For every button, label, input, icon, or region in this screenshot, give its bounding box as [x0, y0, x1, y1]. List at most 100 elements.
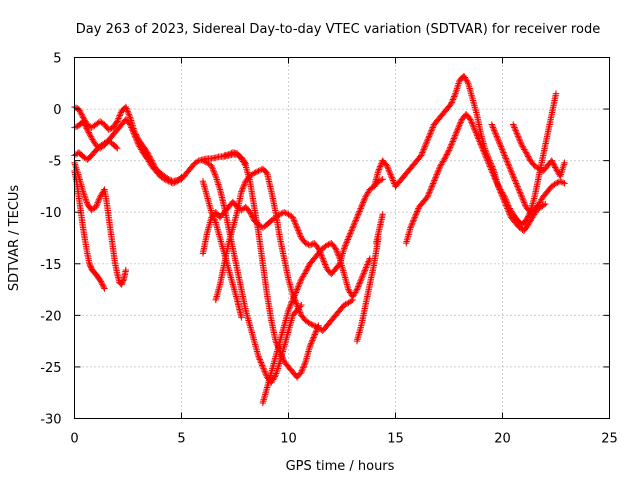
data-point [357, 277, 364, 284]
data-point [441, 155, 448, 162]
data-point [452, 130, 459, 138]
data-point [449, 138, 456, 145]
data-point [310, 334, 317, 341]
data-point [320, 256, 327, 264]
data-point [114, 145, 121, 152]
data-point [341, 243, 348, 251]
data-point [510, 174, 518, 181]
data-point [428, 183, 436, 190]
data-point [99, 281, 106, 288]
data-point [353, 286, 361, 293]
data-point [291, 218, 298, 225]
data-point [334, 251, 342, 258]
data-point [552, 164, 559, 171]
data-point [82, 194, 89, 201]
data-point [86, 132, 94, 139]
data-point [278, 352, 285, 360]
data-point [282, 209, 289, 217]
data-point [552, 180, 560, 187]
data-point [421, 144, 428, 152]
data-point [496, 140, 503, 147]
data-point [294, 225, 301, 233]
data-point [318, 253, 326, 261]
data-point [253, 168, 261, 175]
data-point [413, 209, 420, 217]
axis-ticks: 0 5 10 15 20 25 -30 -25 -20 -15 -10 -5 0 5 [40, 52, 618, 447]
data-point [77, 108, 84, 116]
data-point [425, 192, 432, 199]
data-point [351, 220, 358, 227]
data-point [125, 111, 133, 118]
data-point [95, 196, 103, 203]
data-point [296, 280, 303, 287]
data-point [101, 139, 108, 147]
data-point [504, 159, 511, 167]
data-point [453, 85, 461, 92]
data-point [507, 167, 514, 174]
data-point [430, 178, 437, 186]
data-point [209, 165, 216, 172]
data-series-12 [353, 234, 382, 345]
data-point [164, 177, 171, 184]
data-point [210, 167, 217, 174]
data-point [423, 139, 430, 146]
data-point [502, 155, 510, 162]
data-point [449, 96, 457, 103]
data-point [451, 132, 459, 139]
data-point [292, 220, 299, 227]
data-point [127, 122, 134, 130]
data-point [451, 91, 459, 99]
data-point [82, 196, 89, 203]
data-point [113, 119, 120, 126]
data-point [276, 360, 283, 367]
data-point [453, 129, 460, 136]
data-point [475, 136, 483, 144]
data-point [355, 281, 363, 289]
data-point [426, 187, 434, 195]
data-point [495, 137, 502, 144]
data-point [473, 132, 481, 139]
data-point [287, 302, 294, 309]
data-point [255, 354, 263, 362]
data-point [351, 218, 359, 225]
data-point [132, 134, 139, 142]
data-point [352, 287, 360, 295]
data-point [505, 202, 512, 209]
data-point [125, 109, 132, 117]
data-point [516, 189, 524, 196]
data-point [444, 149, 451, 157]
data-point [115, 113, 123, 121]
data-point [279, 355, 287, 363]
data-point [513, 128, 520, 136]
data-point [96, 277, 104, 284]
data-point [519, 195, 526, 202]
data-point [453, 87, 460, 94]
data-point [76, 107, 83, 114]
data-point [514, 183, 521, 190]
data-point [82, 122, 89, 129]
data-point [513, 130, 521, 137]
data-point [78, 111, 85, 118]
data-point [491, 173, 498, 181]
data-point [208, 162, 215, 169]
data-point [71, 161, 79, 168]
data-point [333, 248, 341, 255]
data-point [558, 178, 565, 186]
data-point [210, 214, 218, 222]
data-point [287, 301, 295, 308]
data-series-5 [71, 137, 121, 163]
data-point [238, 188, 245, 195]
data-point [353, 215, 360, 223]
data-point [535, 165, 543, 173]
x-tick-label: 20 [494, 432, 511, 447]
data-point [508, 169, 516, 177]
data-point [355, 209, 363, 217]
data-point [215, 182, 223, 190]
data-point [240, 183, 247, 191]
data-point [410, 215, 418, 223]
data-point [424, 193, 431, 200]
data-point [309, 321, 316, 329]
data-point [356, 208, 363, 215]
data-point [289, 296, 296, 304]
data-point [210, 168, 218, 175]
